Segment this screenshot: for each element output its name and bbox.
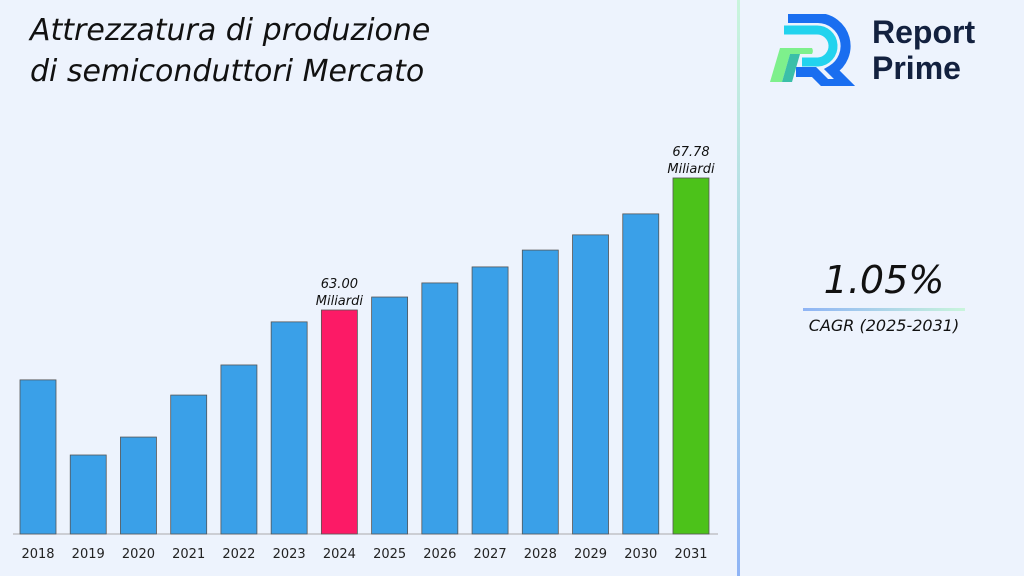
- x-tick-label: 2023: [273, 547, 306, 562]
- data-label-unit: Miliardi: [316, 294, 364, 309]
- x-tick-label: 2030: [624, 547, 657, 562]
- chart-title: Attrezzatura di produzione di semicondut…: [30, 13, 431, 89]
- divider: [737, 0, 740, 576]
- bar-2024: [320, 309, 358, 535]
- data-label-unit: Miliardi: [667, 162, 715, 177]
- x-tick-label: 2024: [323, 547, 356, 562]
- x-tick-label: 2021: [172, 547, 205, 562]
- logo-text: Report Prime: [872, 14, 975, 86]
- bar-2022: [220, 364, 258, 535]
- bar-2021: [170, 394, 208, 535]
- x-tick-label: 2020: [122, 547, 155, 562]
- bar-2018: [19, 379, 57, 535]
- cagr-label: CAGR (2025-2031): [808, 316, 960, 335]
- bar-2023: [270, 321, 308, 535]
- data-label-value: 67.78: [672, 145, 709, 160]
- logo-line-1: Report: [872, 14, 976, 50]
- bar-2030: [622, 213, 660, 535]
- x-tick-label: 2027: [474, 547, 507, 562]
- report-prime-logo-icon: [770, 14, 856, 86]
- bar-2025: [371, 296, 409, 535]
- x-tick-label: 2026: [423, 547, 456, 562]
- x-tick-label: 2029: [574, 547, 607, 562]
- x-tick-label: 2028: [524, 547, 557, 562]
- logo-line-2: Prime: [872, 50, 961, 86]
- x-tick-label: 2022: [222, 547, 255, 562]
- bar-2031: [672, 177, 710, 535]
- x-tick-label: 2018: [21, 547, 54, 562]
- bar-2029: [572, 234, 609, 535]
- x-tick-label: 2019: [72, 547, 105, 562]
- cagr-underline: [803, 308, 965, 311]
- x-tick-label: 2025: [373, 547, 406, 562]
- cagr-value: 1.05%: [823, 258, 945, 302]
- bar-chart: 2018 2019 2020 2021 2022 2023 2024 63.00 Miliard…: [13, 145, 718, 562]
- bar-2027: [471, 266, 509, 535]
- bar-2020: [120, 436, 157, 535]
- data-label-value: 63.00: [321, 277, 358, 292]
- bar-2028: [521, 249, 559, 535]
- x-tick-label: 2031: [674, 547, 707, 562]
- bar-2026: [421, 282, 459, 535]
- bar-2019: [69, 454, 107, 535]
